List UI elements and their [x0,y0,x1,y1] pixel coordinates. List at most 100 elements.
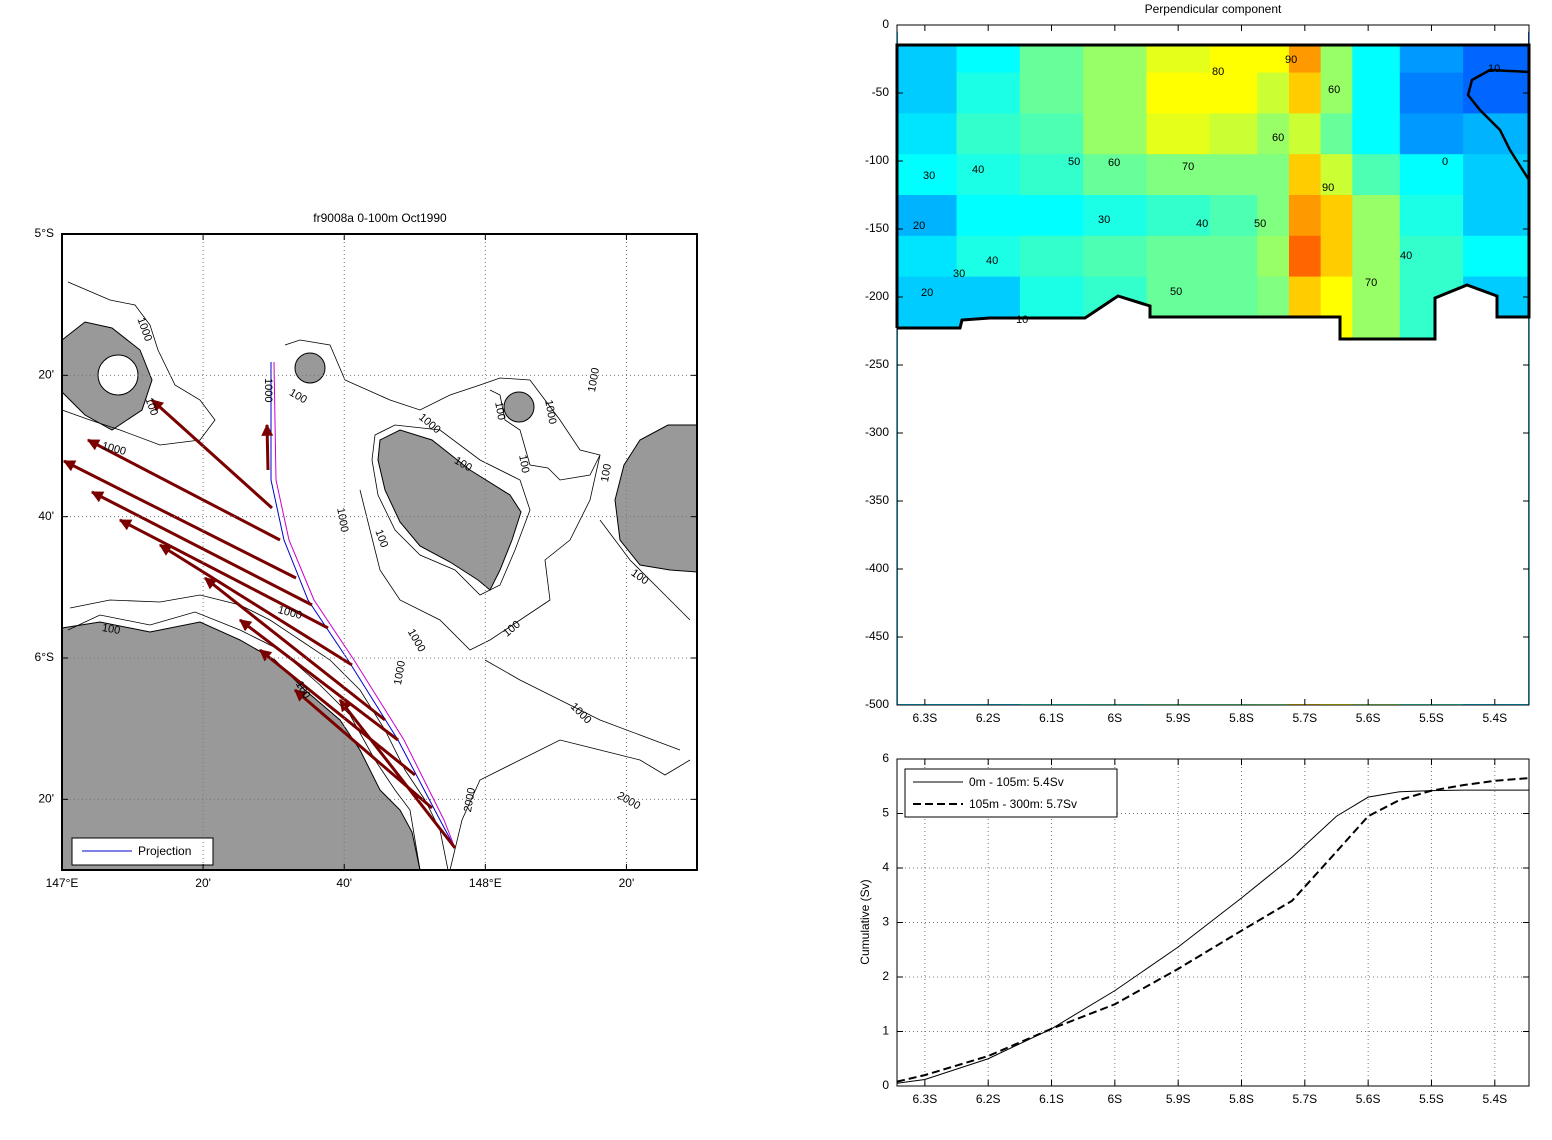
contour-cell [1399,154,1464,196]
contour-label: 0 [1442,156,1448,168]
y-tick-label: -350 [865,493,889,507]
velocity-arrow [62,459,297,580]
contour-label: 10 [1488,63,1500,75]
contour-line [449,739,691,871]
land [503,391,535,423]
contour-line [69,594,449,871]
contour-cell [1320,195,1353,237]
contour-cell [1320,235,1353,278]
contour-cell [1320,72,1353,114]
contour-label: 1000 [392,660,408,686]
contour-label: 10 [1016,314,1028,326]
x-tick-label: 5.6S [1356,1092,1381,1106]
contour-cell [1019,72,1084,114]
contour-cell [897,235,958,278]
x-tick-label: 40' [336,876,352,890]
contour-label: 60 [1272,132,1284,144]
contour-cell [1399,72,1464,114]
contour-line [67,611,421,871]
chart-title: Perpendicular component [1145,2,1282,16]
mask [898,26,1528,45]
velocity-arrow [150,398,274,510]
x-tick-label: 6.1S [1039,1092,1064,1106]
contour-cell [897,113,958,155]
contour-cell [1083,235,1148,278]
contour-cell [1209,72,1258,114]
velocity-arrow [204,576,386,722]
series-line [896,777,1530,1083]
x-tick-label: 5.5S [1419,711,1444,725]
contour-cell [1399,113,1464,155]
velocity-arrow [118,518,329,630]
y-tick-label: -250 [865,357,889,371]
contour-labels: 80 70 50 60 40 30 40 50 30 20 40 30 50 1… [913,2,1500,326]
x-tick-label: 148°E [469,876,502,890]
contour-label: 70 [1182,161,1194,173]
contour-label: 80 [1212,66,1224,78]
plot-frame [896,758,1530,1087]
projection-line [270,362,456,849]
contour-cell [1399,235,1464,278]
contour-label: 100 [516,454,531,474]
contour-cell [1083,113,1148,155]
mask [898,285,1528,704]
y-tick-label: 5°S [35,226,54,240]
contour-label: 2000 [462,787,478,813]
contour-cell [1288,235,1322,278]
x-tick-label: 5.9S [1166,1092,1191,1106]
contour-label: 40 [972,164,984,176]
contour-cell [1209,235,1258,278]
y-tick-label: -50 [872,85,890,99]
x-tick-label: 6.1S [1039,711,1064,725]
contour-cell [1257,113,1290,155]
contour-label: 60 [1328,84,1340,96]
contour-label: 20 [921,287,933,299]
y-tick-label: 6 [882,751,889,765]
y-tick-label: 20' [38,367,54,381]
contour-label: 1000 [262,378,274,402]
contour-cell [1288,72,1322,114]
y-tick-label: 3 [882,915,889,929]
land [61,621,421,871]
contour-line [489,389,601,481]
contour-cell [1146,154,1211,196]
contour-label: 40 [1400,250,1412,262]
contour-cell [1019,235,1084,278]
legend-label: Projection [138,844,191,858]
contour-cell [956,195,1021,237]
contour-label: 40 [986,255,998,267]
contour-cell [956,113,1021,155]
contour-label: 90 [1322,182,1334,194]
y-tick-label: -100 [865,153,889,167]
x-tick-label: 5.4S [1482,1092,1507,1106]
contour-cell [1019,154,1084,196]
contour-label: 30 [1098,214,1110,226]
velocity-arrow [261,423,274,471]
contour-cell [1288,113,1322,155]
y-tick-label: -400 [865,561,889,575]
contour-cell [1257,235,1290,278]
contour-label: 30 [923,170,935,182]
x-tick-label: 6.3S [913,1092,938,1106]
y-tick-label: 40' [38,509,54,523]
contour-cell [1209,195,1258,237]
contour-cell [1083,154,1148,196]
contour-label: 40 [1196,218,1208,230]
x-tick-label: 5.9S [1166,711,1191,725]
contour-label: 50 [1068,156,1080,168]
x-tick-label: 6.2S [976,1092,1001,1106]
contour-cell [956,154,1021,196]
contour-label: 50 [1254,218,1266,230]
contour-cell [956,235,1021,278]
contour-cell [1257,72,1290,114]
contour-label: 20 [913,220,925,232]
zero-contour [1466,68,1531,181]
contour-label: 100 [492,401,507,421]
y-tick-label: 4 [882,860,889,874]
y-tick-label: -500 [865,697,889,711]
y-tick-label: 0 [882,1078,889,1092]
contour-cell [1463,113,1530,155]
contour-line [484,659,681,751]
x-tick-label: 5.6S [1356,711,1381,725]
